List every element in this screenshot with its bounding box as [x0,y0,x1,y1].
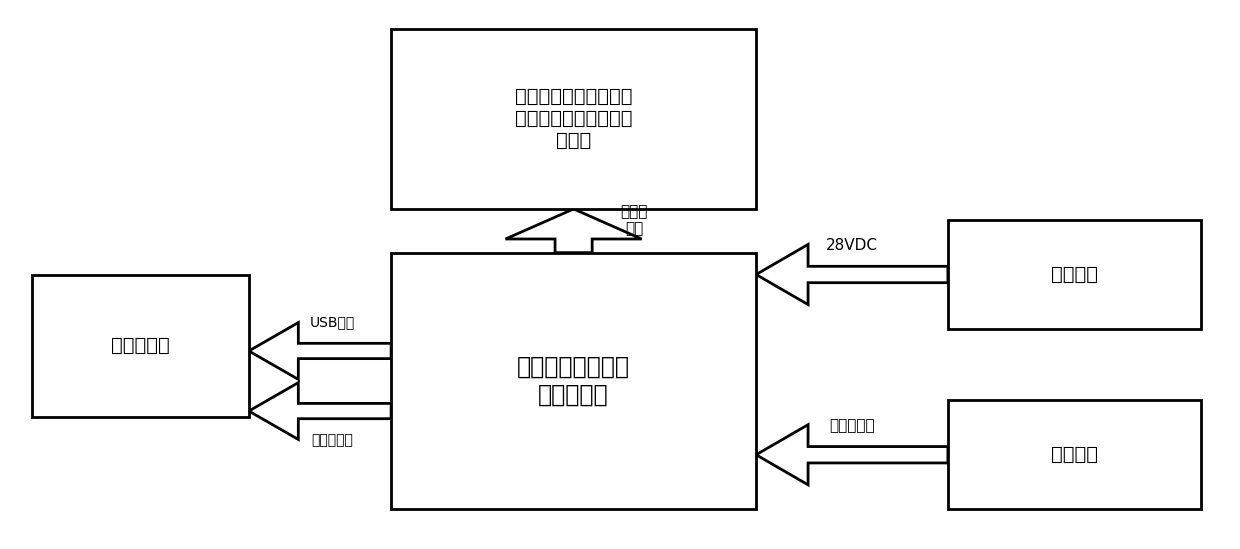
Text: 以太网
接口: 以太网 接口 [620,204,649,236]
Bar [391,253,756,509]
Text: 便携式设备: 便携式设备 [112,336,170,355]
Bar [391,29,756,209]
Polygon shape [249,383,391,439]
Bar [947,400,1202,509]
Text: 28VDC: 28VDC [826,238,878,253]
Bar [947,220,1202,329]
Text: USB接口: USB接口 [310,315,355,329]
Text: 外部设备: 外部设备 [1052,445,1099,464]
Text: 位置数据等: 位置数据等 [830,418,874,433]
Polygon shape [756,425,947,485]
Text: 或无线连接: 或无线连接 [311,433,353,447]
Polygon shape [756,244,947,305]
Text: 电子飞行包数据处
理传输单元: 电子飞行包数据处 理传输单元 [517,355,630,407]
Text: 设备维护及其它通过以
太网进行数据传输的设
备连接: 设备维护及其它通过以 太网进行数据传输的设 备连接 [515,87,632,150]
Polygon shape [506,209,641,253]
Text: 外部电源: 外部电源 [1052,265,1099,284]
Polygon shape [249,323,391,379]
Bar [32,274,249,417]
